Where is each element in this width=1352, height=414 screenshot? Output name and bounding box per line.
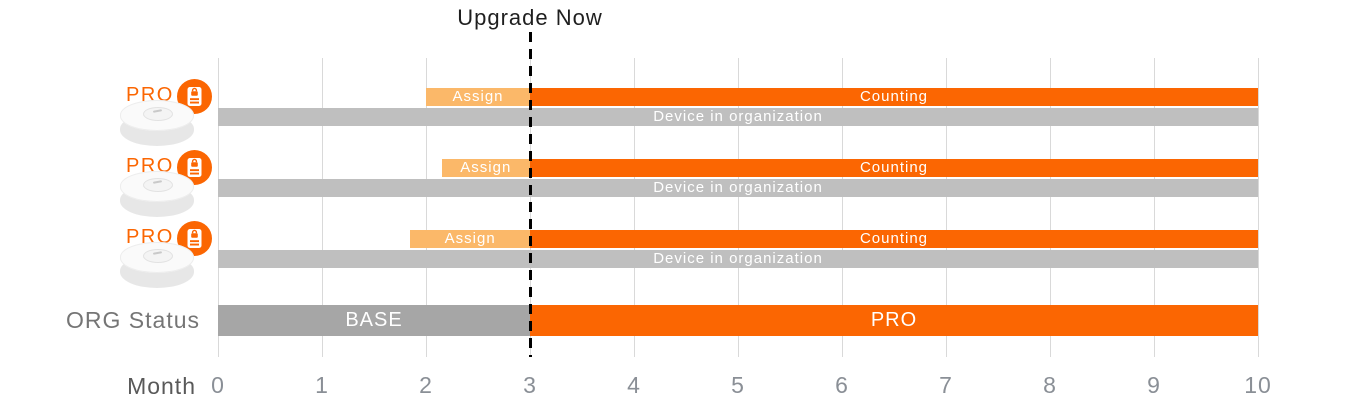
gridline <box>842 58 843 357</box>
axis-tick-label: 7 <box>939 372 953 398</box>
sensor-puck-icon <box>120 100 194 148</box>
sensor-puck-icon <box>120 171 194 219</box>
gridline <box>634 58 635 357</box>
device-in-org-bar: Device in organization <box>218 250 1258 268</box>
gridline <box>1154 58 1155 357</box>
gridline <box>322 58 323 357</box>
gridline <box>946 58 947 357</box>
counting-bar: Counting <box>530 159 1258 177</box>
org-status-label: ORG Status <box>66 307 200 333</box>
axis-tick-label: 8 <box>1043 372 1057 398</box>
x-axis-label: Month <box>127 373 196 399</box>
pro-device-icon: PRO <box>118 218 220 290</box>
axis-tick-label: 1 <box>315 372 329 398</box>
sensor-puck-icon <box>120 242 194 290</box>
pro-device-icon: PRO <box>118 76 220 148</box>
axis-tick-label: 10 <box>1244 372 1272 398</box>
upgrade-now-line <box>529 32 532 357</box>
gridline <box>1258 58 1259 357</box>
gridline <box>1050 58 1051 357</box>
assign-bar: Assign <box>426 88 530 106</box>
device-in-org-bar: Device in organization <box>218 108 1258 126</box>
axis-tick-label: 0 <box>211 372 225 398</box>
axis-tick-label: 4 <box>627 372 641 398</box>
chart-title: Upgrade Now <box>457 5 603 30</box>
org-status-bar-base: BASE <box>218 305 530 336</box>
device-in-org-bar: Device in organization <box>218 179 1258 197</box>
counting-bar: Counting <box>530 88 1258 106</box>
assign-bar: Assign <box>410 230 530 248</box>
axis-tick-label: 5 <box>731 372 745 398</box>
assign-bar: Assign <box>441 159 530 177</box>
gridline <box>426 58 427 357</box>
pro-device-icon: PRO <box>118 147 220 219</box>
axis-tick-label: 6 <box>835 372 849 398</box>
axis-tick-label: 3 <box>523 372 537 398</box>
counting-bar: Counting <box>530 230 1258 248</box>
axis-tick-label: 2 <box>419 372 433 398</box>
axis-tick-label: 9 <box>1147 372 1161 398</box>
gridline <box>218 58 219 357</box>
gridline <box>738 58 739 357</box>
org-status-bar-pro: PRO <box>530 305 1258 336</box>
